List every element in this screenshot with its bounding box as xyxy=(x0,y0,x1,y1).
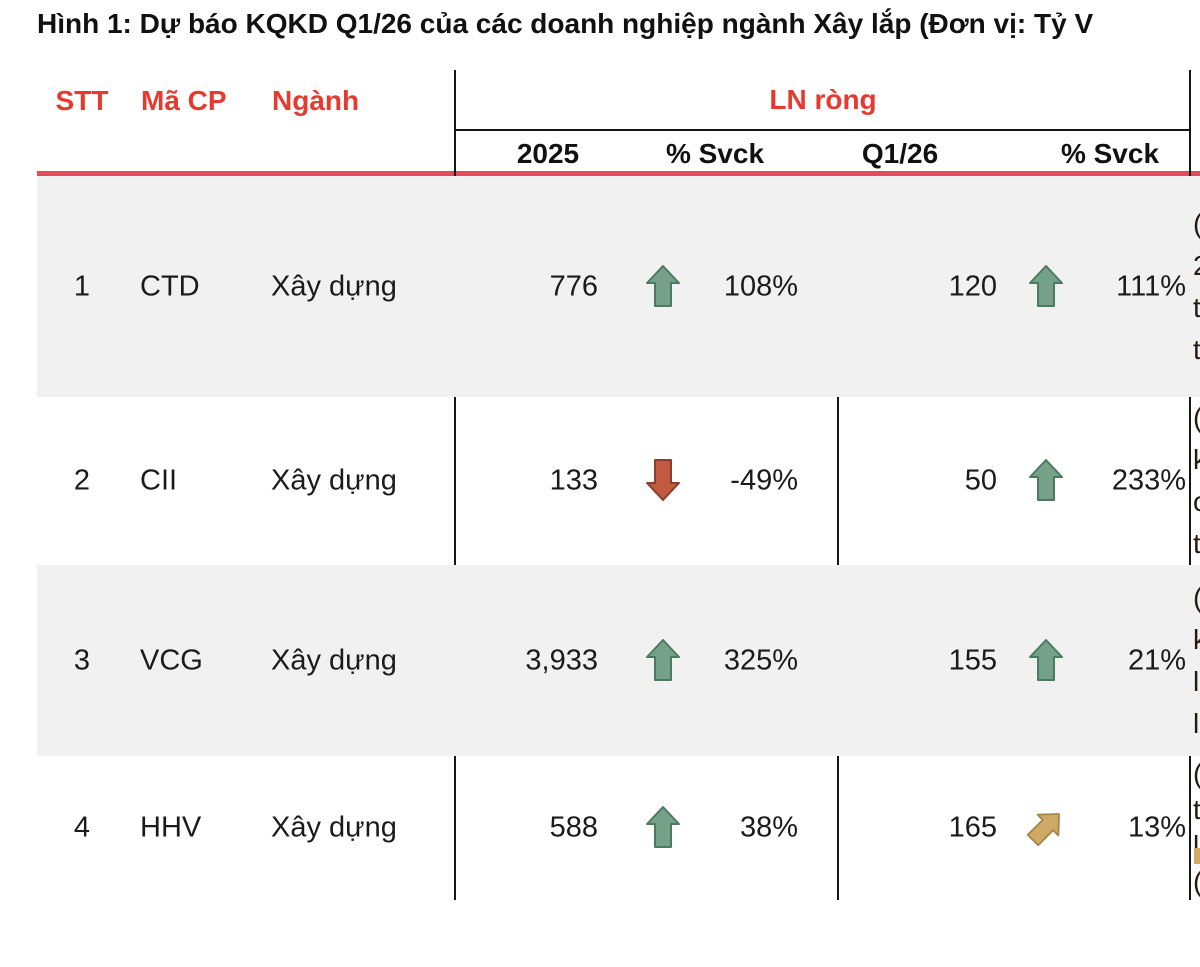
comment-fragment: t xyxy=(1193,794,1200,825)
trend-down-icon xyxy=(645,458,685,504)
group-header-underline xyxy=(455,129,1191,131)
gold-arrow-fragment xyxy=(1194,848,1200,864)
q126-value: 50 xyxy=(964,464,997,497)
table-row: 4 HHV Xây dựng 588 38% 165 13% ( t l ( xyxy=(37,756,1200,900)
ticker-value: VCG xyxy=(140,644,203,676)
q126-value: 155 xyxy=(948,644,997,676)
pct-svck-2025-value: 38% xyxy=(739,811,798,844)
pct-svck-q126-value: 111% xyxy=(1116,270,1186,302)
pct-svck-2025-value: -49% xyxy=(730,464,798,497)
column-header-ma-cp: Mã CP xyxy=(141,85,227,116)
comment-fragment: ( xyxy=(1193,203,1200,245)
stt-value: 4 xyxy=(73,811,91,844)
pct-svck-2025-value: 108% xyxy=(723,270,798,302)
clipped-comment-column: ( t l ( xyxy=(1193,756,1200,900)
table-row: 3 VCG Xây dựng 3,933 325% 155 21% ( k l … xyxy=(37,565,1200,756)
comment-fragment: l xyxy=(1193,665,1200,697)
comment-fragment: t xyxy=(1193,528,1200,559)
table-row: 2 CII Xây dựng 133 -49% 50 233% ( k c t xyxy=(37,397,1200,565)
table-row: 1 CTD Xây dựng 776 108% 120 111% ( 2 t t xyxy=(37,176,1200,397)
comment-fragment: ( xyxy=(1193,864,1200,900)
ln-2025-value: 776 xyxy=(549,270,598,302)
comment-fragment: ( xyxy=(1193,577,1200,619)
subheader-svck-2025: % Svck xyxy=(665,138,765,169)
trend-up-icon xyxy=(1028,264,1068,310)
stt-value: 3 xyxy=(73,644,91,676)
trend-up-right-icon xyxy=(1026,805,1068,851)
trend-up-icon xyxy=(1028,458,1068,504)
figure-title: Hình 1: Dự báo KQKD Q1/26 của các doanh … xyxy=(37,8,1094,39)
stt-value: 2 xyxy=(73,464,91,497)
pct-svck-q126-value: 13% xyxy=(1127,811,1186,844)
comment-fragment: 2 xyxy=(1193,245,1200,287)
column-header-stt: STT xyxy=(55,85,109,116)
header-divider-red-line xyxy=(37,171,1200,176)
ticker-value: HHV xyxy=(140,811,202,844)
subheader-svck-q126: % Svck xyxy=(1060,138,1160,169)
vertical-divider-right xyxy=(1189,70,1191,900)
ticker-value: CII xyxy=(140,464,178,497)
pct-svck-q126-value: 233% xyxy=(1111,464,1186,497)
ln-2025-value: 3,933 xyxy=(525,644,598,676)
comment-fragment: k xyxy=(1193,444,1200,475)
comment-fragment: l xyxy=(1193,707,1200,739)
comment-fragment: t xyxy=(1193,291,1200,323)
q126-value: 120 xyxy=(948,270,997,302)
comment-fragment: ( xyxy=(1193,756,1200,792)
sector-value: Xây dựng xyxy=(271,811,397,844)
comment-fragment: c xyxy=(1193,486,1200,517)
pct-svck-2025-value: 325% xyxy=(723,644,798,676)
vertical-divider-middle xyxy=(837,176,839,900)
column-group-header-ln-rong: LN ròng xyxy=(769,84,877,115)
trend-up-icon xyxy=(1028,638,1068,684)
comment-fragment: t xyxy=(1193,333,1200,365)
q126-value: 165 xyxy=(948,811,997,844)
comment-fragment: k xyxy=(1193,623,1200,655)
trend-up-icon xyxy=(645,805,685,851)
subheader-2025: 2025 xyxy=(516,138,580,169)
sector-value: Xây dựng xyxy=(271,464,397,497)
ln-2025-value: 133 xyxy=(549,464,598,497)
clipped-comment-column: ( k l l xyxy=(1193,577,1200,745)
ln-2025-value: 588 xyxy=(549,811,598,844)
stt-value: 1 xyxy=(73,270,91,302)
clipped-comment-column: ( 2 t t xyxy=(1193,203,1200,371)
vertical-divider-left xyxy=(454,70,456,900)
sector-value: Xây dựng xyxy=(271,270,397,302)
trend-up-icon xyxy=(645,638,685,684)
pct-svck-q126-value: 21% xyxy=(1127,644,1186,676)
trend-up-icon xyxy=(645,264,685,310)
comment-fragment: l xyxy=(1193,830,1200,861)
subheader-q126: Q1/26 xyxy=(861,138,939,169)
clipped-comment-column: ( k c t xyxy=(1193,397,1200,565)
comment-fragment: ( xyxy=(1193,397,1200,439)
sector-value: Xây dựng xyxy=(271,644,397,676)
ticker-value: CTD xyxy=(140,270,200,302)
column-header-nganh: Ngành xyxy=(272,85,360,116)
